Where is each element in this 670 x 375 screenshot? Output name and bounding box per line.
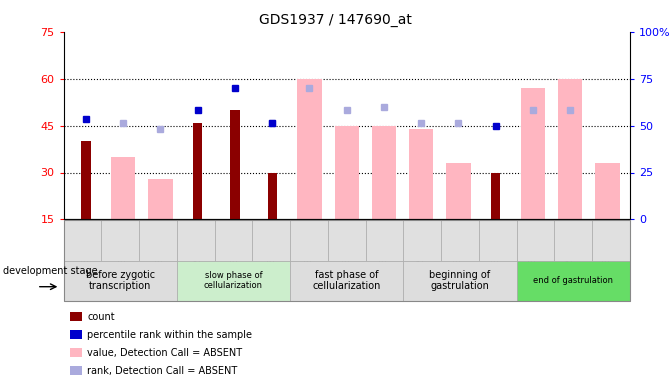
Bar [148, 179, 173, 219]
Text: rank, Detection Call = ABSENT: rank, Detection Call = ABSENT [87, 366, 237, 375]
Text: value, Detection Call = ABSENT: value, Detection Call = ABSENT [87, 348, 243, 358]
Bar [193, 123, 202, 219]
Bar [491, 172, 500, 219]
Bar [111, 157, 135, 219]
Bar [521, 88, 545, 219]
Text: fast phase of
cellularization: fast phase of cellularization [312, 270, 381, 291]
Text: before zygotic
transcription: before zygotic transcription [86, 270, 155, 291]
Bar [558, 79, 582, 219]
Bar [267, 172, 277, 219]
Text: count: count [87, 312, 115, 322]
Text: beginning of
gastrulation: beginning of gastrulation [429, 270, 490, 291]
Bar [297, 79, 322, 219]
Bar [446, 163, 470, 219]
Text: slow phase of
cellularization: slow phase of cellularization [204, 271, 263, 290]
Bar [230, 110, 240, 219]
Text: development stage: development stage [3, 266, 98, 276]
Text: GDS1937 / 147690_at: GDS1937 / 147690_at [259, 13, 411, 27]
Bar [596, 163, 620, 219]
Text: end of gastrulation: end of gastrulation [533, 276, 613, 285]
Text: percentile rank within the sample: percentile rank within the sample [87, 330, 252, 340]
Bar [334, 126, 359, 219]
Bar [81, 141, 90, 219]
Bar [372, 126, 396, 219]
Bar [409, 129, 433, 219]
